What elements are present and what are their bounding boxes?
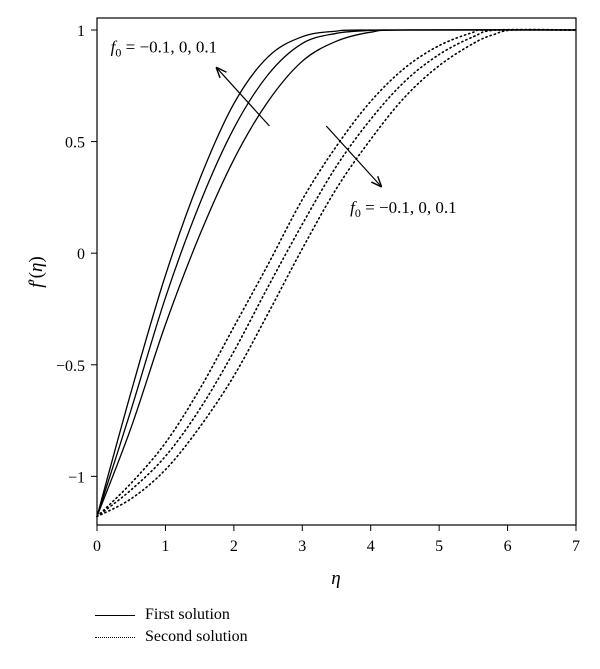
- x-tick-label: 3: [298, 538, 306, 555]
- x-tick-label: 5: [435, 538, 443, 555]
- y-tick-label: 0.5: [65, 135, 85, 152]
- y-tick-label: −1: [68, 469, 85, 486]
- series-layer: [96, 28, 577, 518]
- y-tick-label: −0.5: [56, 358, 85, 375]
- x-tick-label: 6: [504, 538, 512, 555]
- second-solution-line-3: [96, 28, 577, 518]
- legend-label: First solution: [145, 606, 230, 623]
- first-solution-line-2: [96, 29, 577, 517]
- legend-label: Second solution: [145, 628, 248, 645]
- legend: First solution Second solution: [95, 604, 248, 648]
- second-solution-line-2: [96, 28, 577, 518]
- x-tick-label: 1: [161, 538, 169, 555]
- x-axis-label: η: [331, 568, 340, 589]
- legend-item-second: Second solution: [95, 626, 248, 648]
- x-tick-label: 0: [93, 538, 101, 555]
- first-solution-line-3: [96, 29, 577, 517]
- f0-annotation-2: f0 = −0.1, 0, 0.1: [350, 198, 456, 220]
- y-tick-label: 1: [77, 23, 85, 40]
- second-solution-line-1: [96, 29, 577, 518]
- x-tick-label: 2: [230, 538, 238, 555]
- legend-swatch-solid: [95, 614, 135, 616]
- x-tick-label: 7: [572, 538, 580, 555]
- legend-swatch-dotted: [95, 636, 135, 638]
- trend-arrow-2: [325, 125, 381, 186]
- tick-layer: 0 1 2 3 4 5 6 7 −1 −0.5 0 0.5 1: [56, 23, 580, 555]
- x-tick-label: 4: [367, 538, 375, 555]
- first-solution-line-1: [96, 29, 577, 517]
- plot-frame: [96, 17, 577, 526]
- trend-arrow-1: [217, 68, 270, 127]
- annotation-layer: f0 = −0.1, 0, 0.1 f0 = −0.1, 0, 0.1: [111, 37, 457, 220]
- y-axis-label: f′(η): [26, 256, 47, 288]
- f0-annotation-1: f0 = −0.1, 0, 0.1: [111, 37, 217, 59]
- y-tick-label: 0: [77, 246, 85, 263]
- legend-item-first: First solution: [95, 604, 248, 626]
